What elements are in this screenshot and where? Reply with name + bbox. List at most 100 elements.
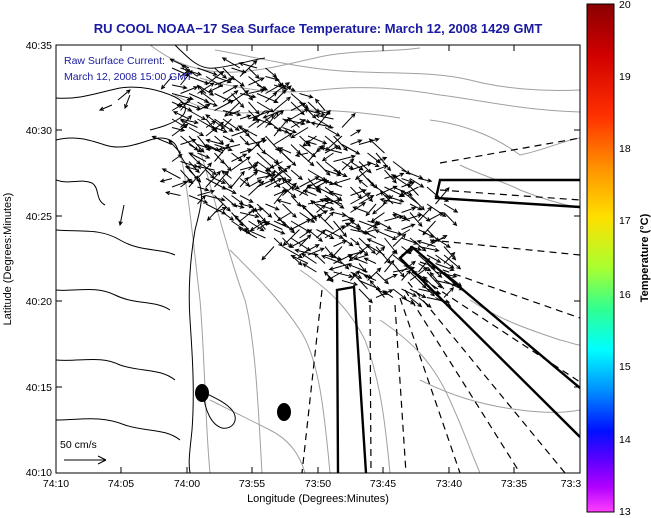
current-vector [172,111,190,120]
station-marker-2 [277,403,291,421]
current-vector [248,180,265,196]
current-vector [315,186,334,196]
current-vector [302,135,317,147]
current-vector [265,110,279,128]
current-vector [188,161,200,174]
current-vector [369,279,385,298]
current-vector [290,218,312,230]
current-vector [265,152,280,164]
chart-title: RU COOL NOAA−17 Sea Surface Temperature:… [94,21,543,36]
current-vector [409,267,429,281]
current-vector [222,212,235,221]
current-vector [159,178,173,183]
current-vector [282,220,296,234]
colorbar-tick-label: 19 [619,71,631,83]
current-vector [375,185,398,196]
current-vector [249,220,266,232]
current-vector [248,161,259,171]
current-vector [239,114,252,120]
y-axis-label: Latitude (Degrees:Minutes) [2,193,14,326]
current-vector [443,212,458,227]
current-vector [367,152,382,164]
scale-label: 50 cm/s [60,439,97,451]
current-vector [384,229,403,236]
current-vector [358,288,373,304]
current-vector [354,169,368,181]
current-vector [401,237,419,245]
current-vector [231,170,245,188]
current-vector [171,101,193,112]
current-vector [289,186,309,196]
current-vector [324,169,342,177]
current-vector [409,178,425,188]
current-vector [180,97,192,111]
current-vector [310,121,334,128]
current-vector [401,288,418,297]
current-vector [205,178,227,190]
current-vector [418,257,431,273]
current-vector [256,152,275,169]
current-vector [180,114,193,128]
current-vector [160,76,173,90]
colorbar-tick-label: 13 [619,506,631,518]
current-vector [214,76,232,84]
current-vector [366,238,385,247]
current-vector [278,148,292,162]
current-vector [205,121,225,137]
current-vector [282,178,301,190]
current-vector [205,120,217,128]
current-vector [350,139,363,145]
current-vector [426,297,451,304]
current-vector [435,263,455,272]
current-vector [375,164,389,171]
current-vector [164,191,181,196]
current-vector [205,70,225,86]
current-vector [418,206,433,222]
current-vector [409,297,423,308]
current-vector [257,219,266,230]
current-vector [282,229,300,247]
current-vector [256,144,267,155]
current-vector [214,152,225,165]
y-tick-label: 40:25 [26,211,52,223]
coastline [56,45,266,473]
current-vector [350,237,360,246]
current-vector [435,195,450,202]
current-vector [276,199,292,205]
current-vector [307,110,326,117]
current-vector [224,101,241,117]
x-tick-label: 74:10 [43,478,69,490]
current-vector [341,280,359,286]
current-vector [352,206,368,213]
current-vector [331,246,343,259]
current-vector [409,288,427,299]
current-vector [205,114,224,128]
current-vector [316,229,335,240]
current-vector [231,93,245,109]
y-tick-label: 40:30 [26,125,52,137]
current-vector [282,203,297,219]
current-vector [273,179,293,188]
current-vector [222,118,240,131]
current-vector [443,246,457,261]
current-vector [324,225,346,239]
axis-tick-marks [55,44,581,474]
current-vector [362,229,377,235]
current-vector [365,203,377,217]
current-vector [324,145,340,154]
current-vector [401,269,411,281]
current-vector [341,158,355,171]
current-vector [237,227,258,239]
current-vector [418,263,432,272]
current-vector [239,195,254,203]
current-vector [214,135,225,145]
current-vector [188,152,207,162]
current-vector [426,263,443,278]
current-vector [443,286,455,298]
current-vector [443,251,456,264]
current-vector [328,190,343,196]
colorbar-tick-label: 17 [619,215,631,227]
current-vector [307,210,329,222]
colorbar [586,3,615,513]
current-vector [214,127,228,133]
